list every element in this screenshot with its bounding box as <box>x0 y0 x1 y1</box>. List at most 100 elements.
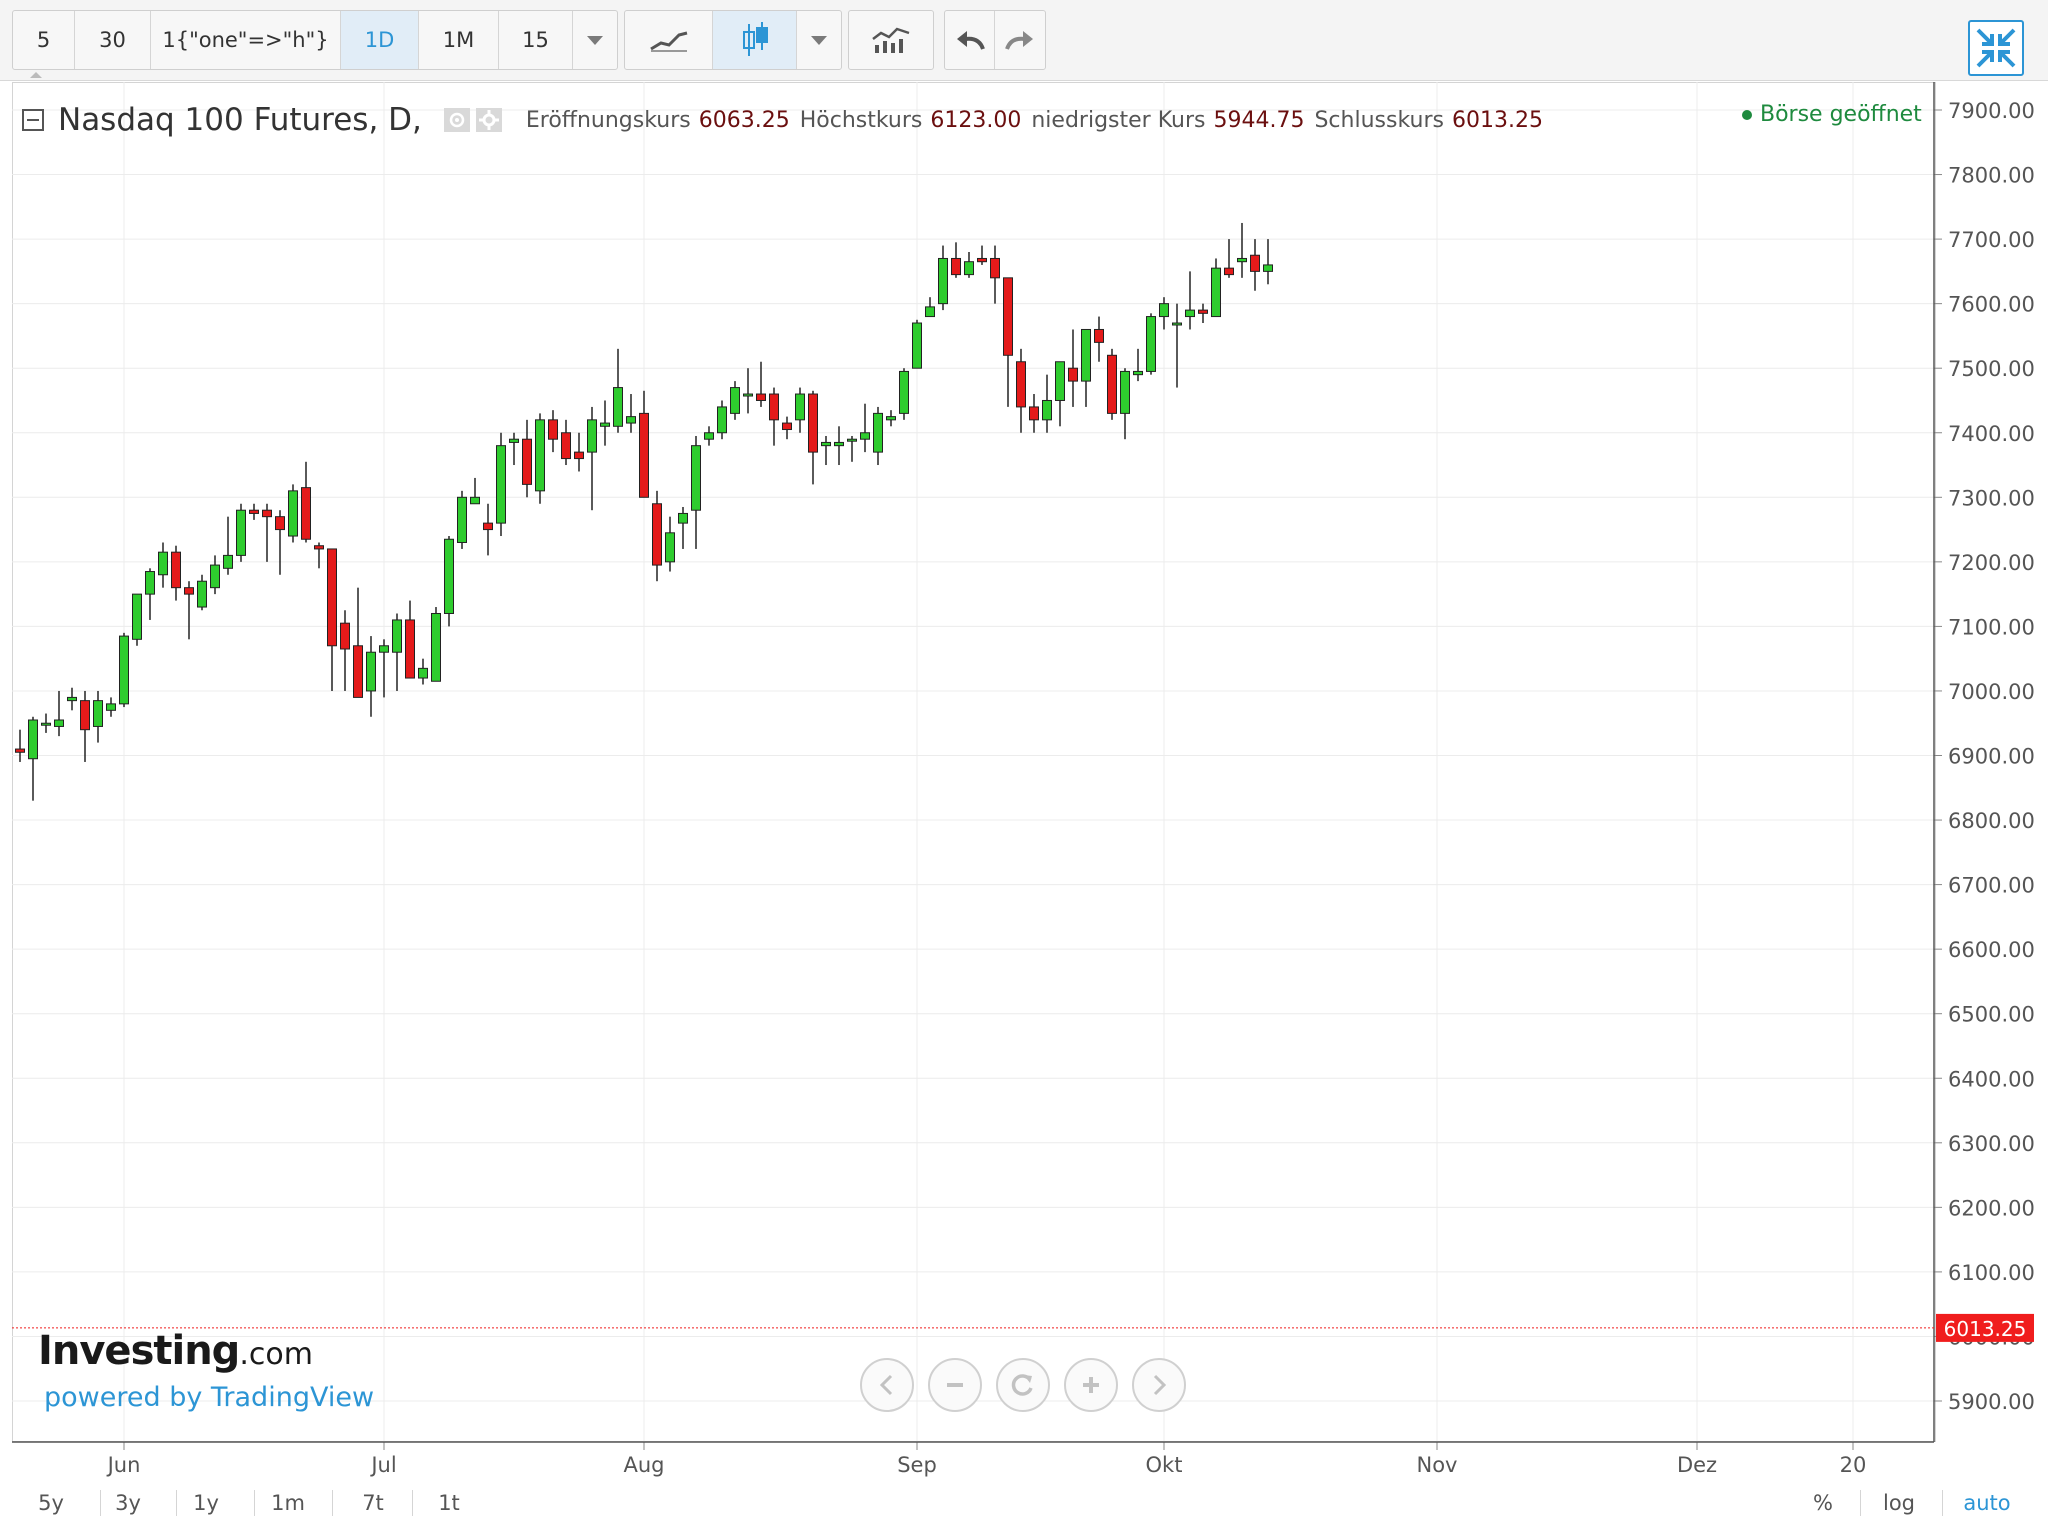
close-value: 6013.25 <box>1451 107 1543 133</box>
percent-scale-button[interactable]: % <box>1813 1491 1833 1515</box>
candle <box>366 636 376 717</box>
chevron-left-icon <box>879 1374 893 1396</box>
open-value: 6063.25 <box>698 107 790 133</box>
interval-30-button[interactable]: 30 <box>75 11 151 69</box>
reset-icon <box>1011 1374 1033 1396</box>
candle <box>1120 368 1130 440</box>
interval-1h-button[interactable]: 1{"one"=>"h"} <box>151 11 341 69</box>
redo-icon <box>1005 31 1033 50</box>
divider <box>412 1490 413 1516</box>
range-5y-button[interactable]: 5y <box>38 1491 64 1515</box>
auto-scale-button[interactable]: auto <box>1963 1491 2011 1515</box>
candle-body <box>1263 264 1273 272</box>
undo-icon <box>956 31 985 50</box>
powered-by-link[interactable]: powered by TradingView <box>44 1382 375 1413</box>
gear-icon[interactable] <box>475 108 502 132</box>
interval-1m-button[interactable]: 1M <box>419 11 499 69</box>
candle <box>613 348 623 433</box>
range-3y-button[interactable]: 3y <box>115 1491 141 1515</box>
indicators-icon <box>872 27 910 53</box>
interval-5-button[interactable]: 5 <box>13 11 75 69</box>
y-tick-label: 7400.00 <box>1948 422 2035 446</box>
last-price-marker: 6013.25 <box>12 1313 2034 1342</box>
candle-chart-button[interactable] <box>713 11 797 69</box>
candle <box>262 503 272 562</box>
candle-body <box>67 696 77 702</box>
zoom-in-button[interactable] <box>1064 1358 1118 1412</box>
bottom-toolbar: 5y 3y 1y 1m 7t 1t % log auto <box>12 1482 2036 1524</box>
scroll-left-button[interactable] <box>860 1358 914 1412</box>
range-7t-button[interactable]: 7t <box>362 1491 384 1515</box>
zoom-out-button[interactable] <box>928 1358 982 1412</box>
candle-body <box>496 445 506 524</box>
candle-body <box>613 387 623 427</box>
candle-body <box>756 393 766 401</box>
candle <box>210 555 220 595</box>
candle <box>28 716 38 801</box>
interval-1d-button[interactable]: 1D <box>341 11 419 69</box>
candle <box>392 613 402 691</box>
candle-body <box>314 545 324 550</box>
y-tick-label: 7300.00 <box>1948 486 2035 510</box>
x-tick-label: Dez <box>1677 1453 1717 1477</box>
candle-body <box>379 645 389 653</box>
candle-body <box>847 438 857 442</box>
candle <box>1211 258 1221 318</box>
candle <box>990 245 1000 304</box>
candle <box>1224 239 1234 278</box>
fullscreen-toggle-button[interactable] <box>1968 20 2024 76</box>
line-chart-button[interactable] <box>625 11 713 69</box>
candle-body <box>54 719 64 727</box>
log-scale-button[interactable]: log <box>1882 1491 1915 1515</box>
candle <box>951 242 961 278</box>
history-group <box>944 10 1046 70</box>
y-tick-label: 7500.00 <box>1948 357 2035 381</box>
candle-body <box>886 416 896 421</box>
candle-body <box>1198 309 1208 314</box>
divider <box>1942 1490 1943 1516</box>
range-1y-button[interactable]: 1y <box>193 1491 219 1515</box>
candle-body <box>158 551 168 576</box>
y-tick-label: 7600.00 <box>1948 293 2035 317</box>
chevron-down-icon <box>587 35 603 45</box>
reset-chart-button[interactable] <box>996 1358 1050 1412</box>
redo-button[interactable] <box>995 11 1045 69</box>
interval-dropdown-button[interactable] <box>573 11 617 69</box>
candle-body <box>834 441 844 447</box>
range-1m-button[interactable]: 1m <box>271 1491 305 1515</box>
indicators-button[interactable] <box>849 11 933 69</box>
eye-icon[interactable] <box>443 108 470 132</box>
candle <box>41 713 51 733</box>
y-tick-label: 7000.00 <box>1948 680 2035 704</box>
undo-button[interactable] <box>945 11 995 69</box>
candle <box>1003 277 1013 407</box>
interval-15-button[interactable]: 15 <box>499 11 573 69</box>
scroll-right-button[interactable] <box>1132 1358 1186 1412</box>
collapse-legend-icon[interactable] <box>22 109 44 131</box>
range-1t-button[interactable]: 1t <box>438 1491 460 1515</box>
candlestick-icon <box>742 22 768 56</box>
candle <box>1107 348 1117 420</box>
divider <box>1860 1490 1861 1516</box>
candle-body <box>184 587 194 595</box>
investing-logo[interactable]: Investing.com <box>38 1328 313 1374</box>
candle <box>418 658 428 685</box>
candle <box>431 607 441 682</box>
candle <box>1029 394 1039 433</box>
candle <box>912 319 922 369</box>
candle-body <box>28 719 38 760</box>
candle <box>873 406 883 466</box>
candle-body <box>353 645 363 698</box>
candle <box>470 477 480 505</box>
y-tick-label: 6400.00 <box>1948 1067 2035 1091</box>
chart-style-dropdown-button[interactable] <box>797 11 841 69</box>
candle-body <box>561 432 571 460</box>
last-price-label: 6013.25 <box>1944 1317 2027 1341</box>
low-value: 5944.75 <box>1213 107 1305 133</box>
candle <box>1185 271 1195 330</box>
candle-body <box>652 503 662 566</box>
candle <box>158 542 168 588</box>
candle <box>678 506 688 549</box>
plus-icon <box>1083 1377 1099 1393</box>
